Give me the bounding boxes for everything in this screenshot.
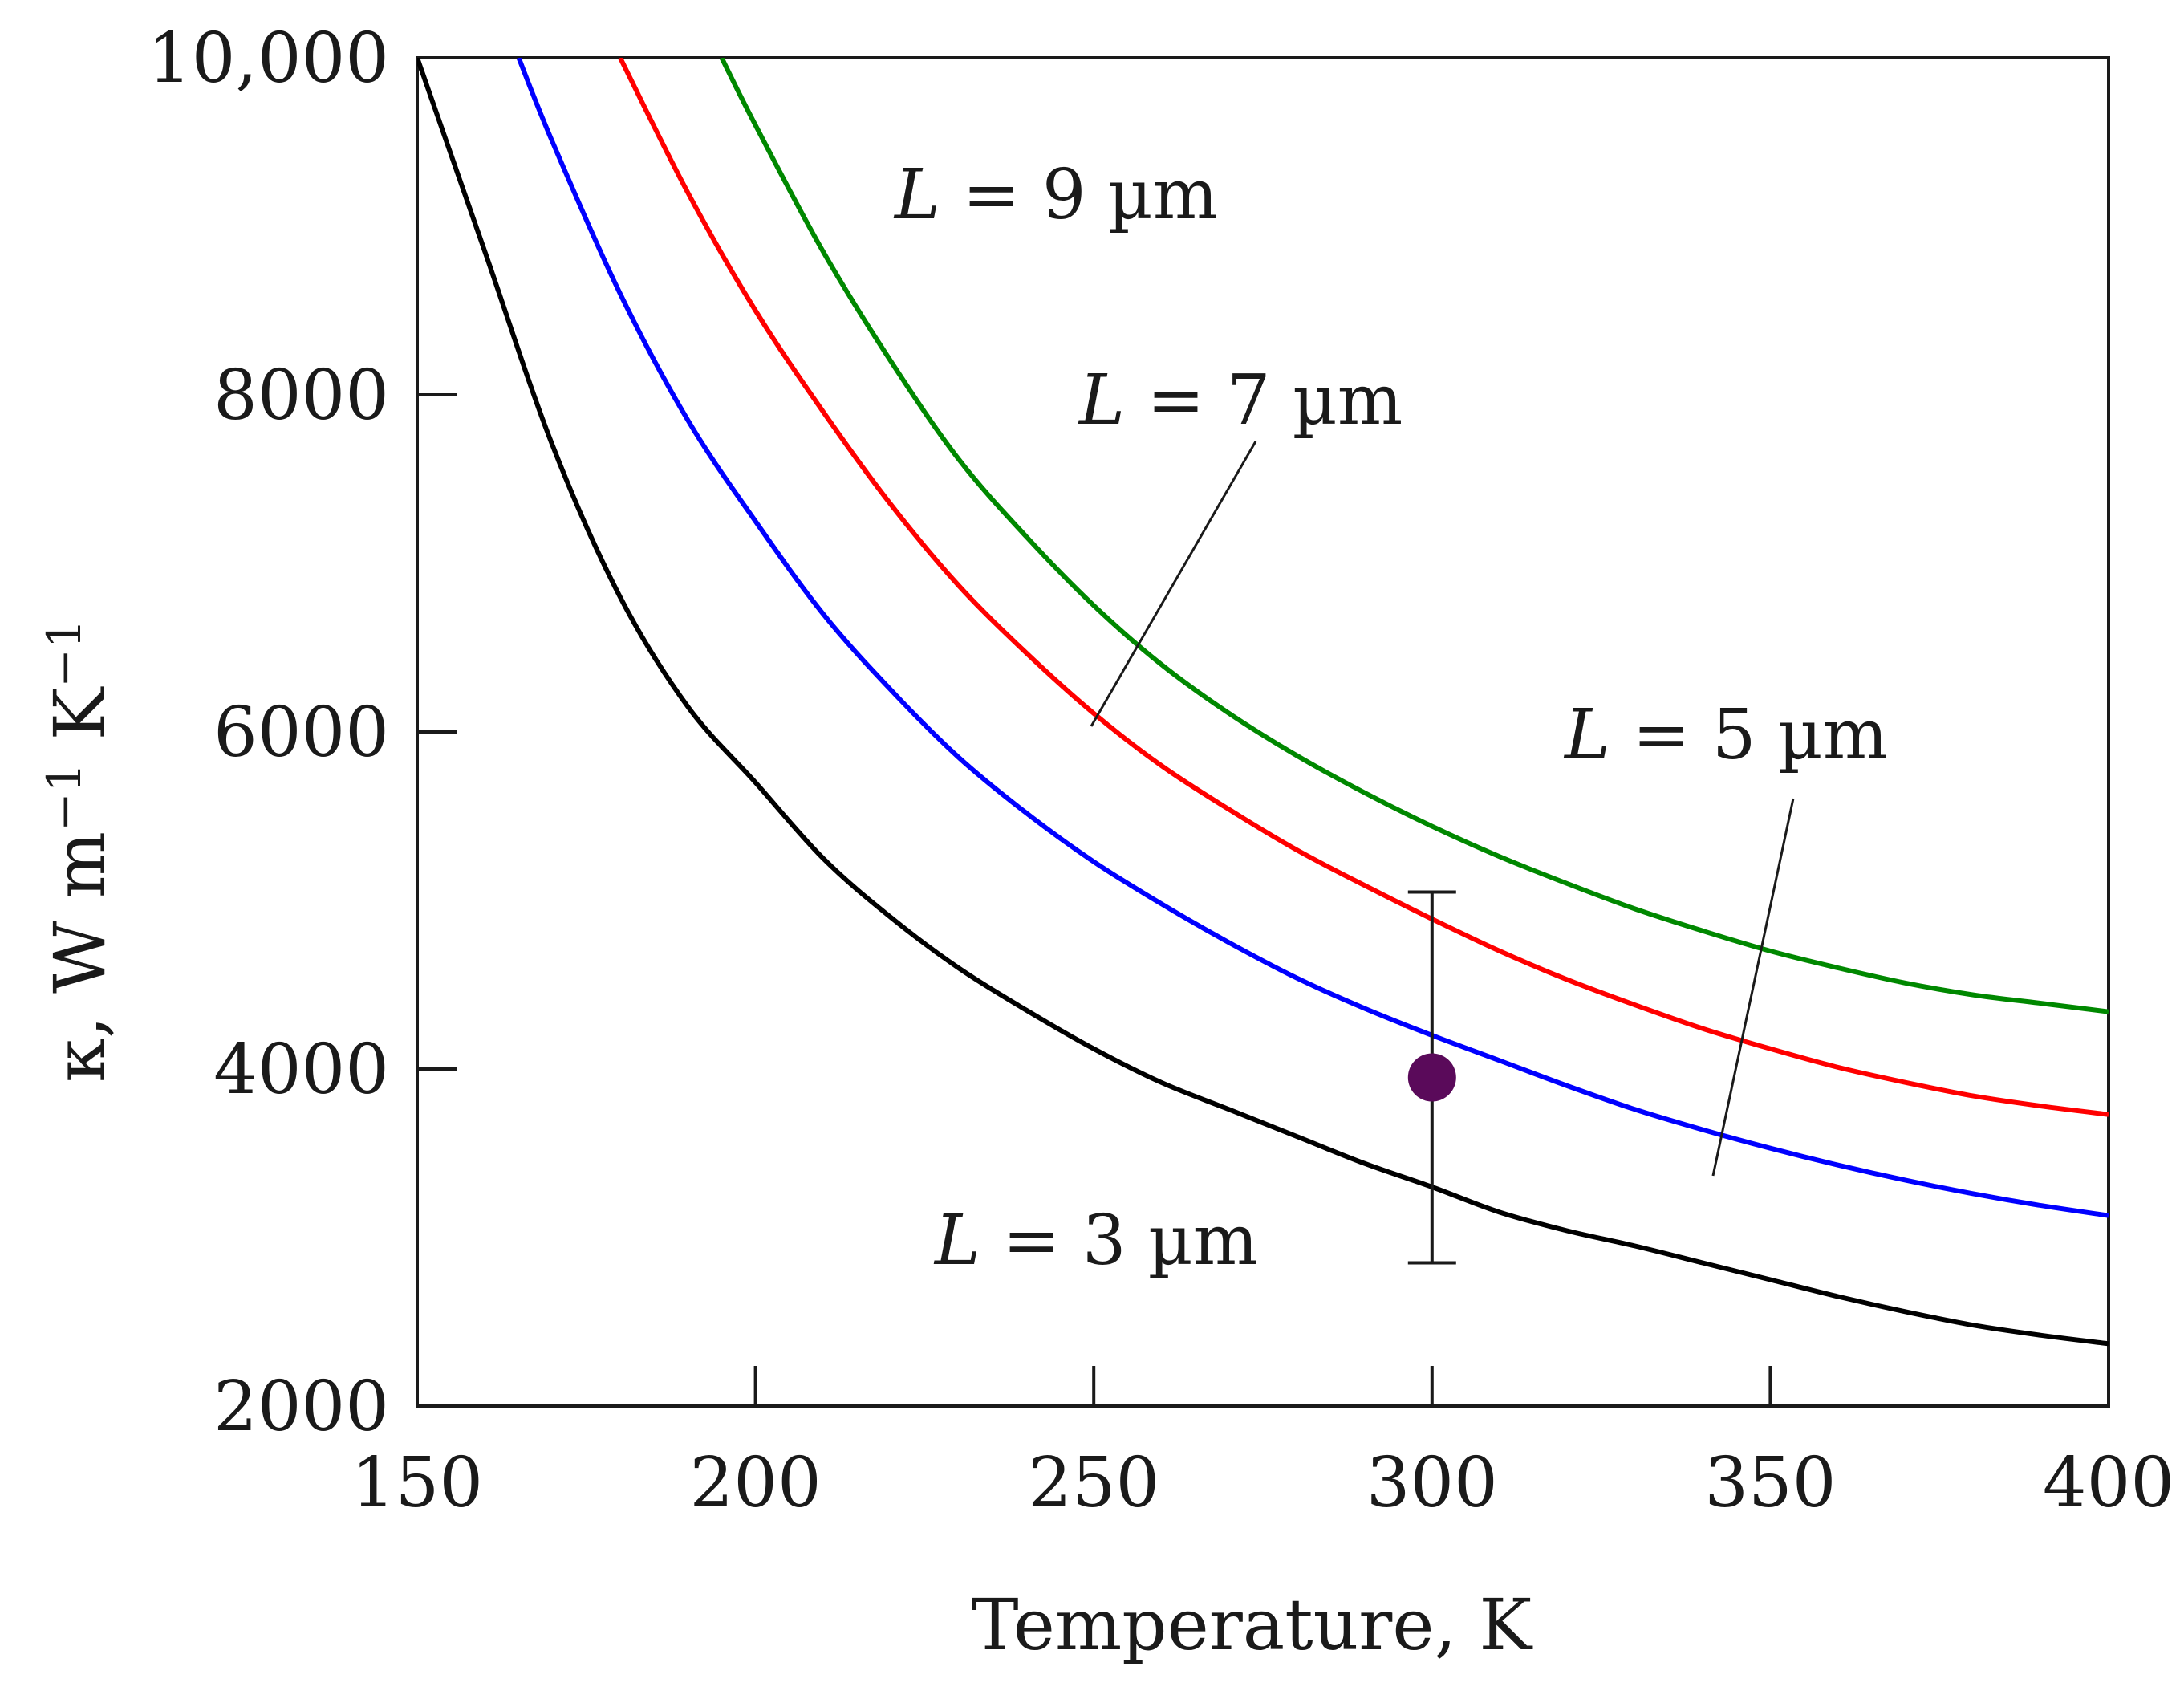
annotation-group: L = 9 µmL = 7 µmL = 5 µmL = 3 µm xyxy=(893,155,1888,1281)
y-tick-label: 2000 xyxy=(213,1367,389,1447)
series-line-l5 xyxy=(516,58,2109,1218)
data-point-marker xyxy=(1407,1053,1456,1102)
label-l9: L = 9 µm xyxy=(893,155,1218,235)
label-l9-value: = 9 µm xyxy=(940,155,1218,235)
series-line-l3 xyxy=(417,58,2109,1347)
x-tick-label: 350 xyxy=(1704,1443,1836,1523)
error-bar-group xyxy=(1407,890,1456,1265)
label-l7-var: L xyxy=(1078,360,1125,441)
x-tick-label: 150 xyxy=(351,1443,483,1523)
label-l3-var: L xyxy=(933,1201,980,1281)
series-group xyxy=(417,58,2109,1347)
series-line-l7 xyxy=(618,58,2109,1117)
x-axis: 150 200 250 300 350 400 xyxy=(351,1366,2174,1523)
series-line-l9 xyxy=(719,58,2109,1014)
x-tick-label: 400 xyxy=(2043,1443,2174,1523)
y-axis-title-exp1: −1 xyxy=(37,762,91,831)
y-tick-label: 6000 xyxy=(213,693,389,773)
label-l7-value: = 7 µm xyxy=(1125,360,1403,441)
y-axis-title-exp2: −1 xyxy=(37,619,91,688)
x-tick-label: 200 xyxy=(690,1443,822,1523)
label-l9-var: L xyxy=(893,155,940,235)
y-axis-title: κ, W m−1 K−1 xyxy=(37,619,121,1083)
leader-line-l5 xyxy=(1711,798,1795,1177)
y-axis-title-main: κ, W m xyxy=(39,831,121,1083)
y-tick-label: 8000 xyxy=(213,356,389,436)
label-l3-value: = 3 µm xyxy=(980,1201,1258,1281)
label-l5: L = 5 µm xyxy=(1563,695,1888,775)
y-tick-label: 10,000 xyxy=(148,18,389,99)
x-tick-label: 250 xyxy=(1028,1443,1159,1523)
label-l5-value: = 5 µm xyxy=(1610,695,1888,775)
label-l7: L = 7 µm xyxy=(1078,360,1403,441)
label-l3: L = 3 µm xyxy=(933,1201,1258,1281)
x-tick-label: 300 xyxy=(1366,1443,1498,1523)
y-axis-title-mid: K xyxy=(39,685,121,762)
label-l5-var: L xyxy=(1563,695,1610,775)
x-axis-title: Temperature, K xyxy=(972,1583,1533,1666)
leader-line-l7 xyxy=(1090,441,1257,727)
y-axis: 2000 4000 6000 8000 10,000 xyxy=(148,18,457,1447)
y-tick-label: 4000 xyxy=(213,1030,389,1110)
